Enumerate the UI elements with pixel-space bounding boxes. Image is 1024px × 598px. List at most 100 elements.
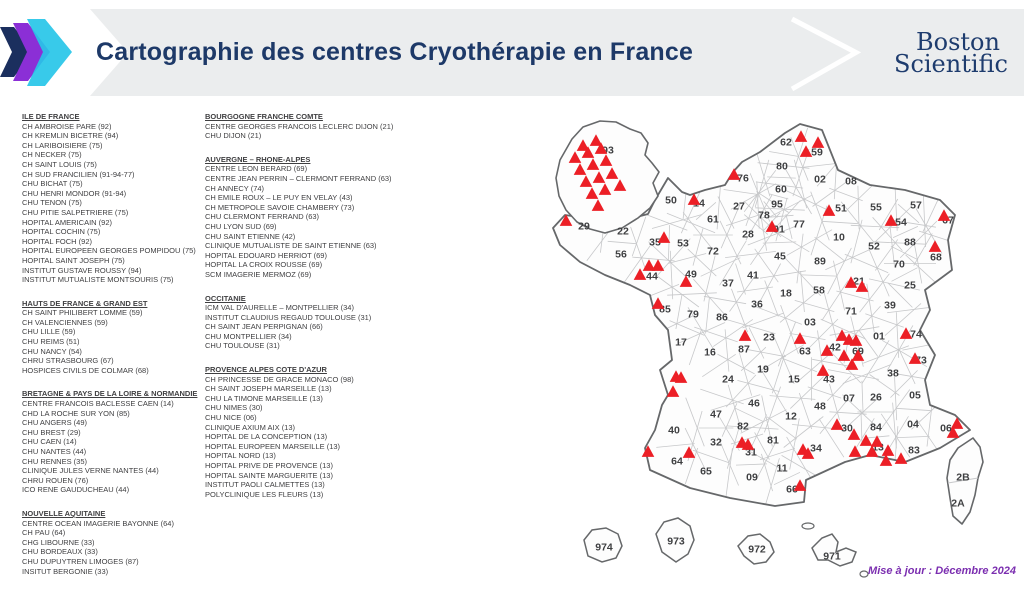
page-title: Cartographie des centres Cryothérapie en… [96, 38, 694, 66]
department-label-43: 43 [823, 374, 835, 386]
center-marker [576, 139, 590, 151]
region-column-1: ILE DE FRANCE CH AMBROISE PARE (92) CH KRE… [22, 112, 197, 590]
department-label-85: 85 [659, 304, 671, 316]
center-item: HOPITAL FOCH (92) [22, 236, 93, 246]
center-item: CHU BICHAT (75) [22, 179, 83, 189]
islet [859, 570, 869, 578]
center-marker [741, 438, 755, 450]
region-section: AUVERGNE – RHONE-ALPES CENTRE LEON BERARD… [205, 155, 393, 280]
center-item: HOPITAL EDOUARD HERRIOT (69) [205, 250, 327, 260]
center-marker [811, 136, 825, 148]
department-label-62: 62 [780, 137, 792, 149]
france-outline [552, 123, 971, 507]
department-label-60: 60 [775, 184, 787, 196]
department-label-21: 21 [853, 276, 865, 288]
department-label-971: 971 [823, 551, 841, 563]
center-item: CHU RENNES (35) [22, 456, 88, 466]
center-marker [865, 445, 879, 457]
center-item: CHU LYON SUD (69) [205, 221, 277, 231]
center-marker [847, 428, 861, 440]
center-marker [727, 168, 741, 180]
logo-line-1: Boston [916, 27, 1000, 56]
center-item: CH VALENCIENNES (59) [22, 317, 108, 327]
center-item: CENTRE OCEAN IMAGERIE BAYONNE (64) [22, 518, 174, 528]
center-item: CHU DUPUYTREN LIMOGES (87) [22, 556, 139, 566]
center-item: CHU NANCY (54) [22, 346, 82, 356]
region-title: HAUTS DE FRANCE & GRAND EST [22, 298, 148, 308]
center-item: CHG LIBOURNE (33) [22, 537, 95, 547]
center-marker [849, 334, 863, 346]
center-marker [651, 259, 665, 271]
department-label-93: 93 [602, 145, 614, 157]
department-label-55: 55 [870, 202, 882, 214]
center-item: HOPITAL AMERICAIN (92) [22, 217, 113, 227]
department-label-2B: 2B [956, 472, 970, 484]
department-label-34: 34 [810, 443, 822, 455]
center-marker [946, 426, 960, 438]
islet [801, 522, 815, 530]
center-marker [765, 220, 779, 232]
center-item: HOPITAL SAINT JOSEPH (75) [22, 255, 125, 265]
center-item: CHU NICE (06) [205, 413, 257, 423]
center-item: CHU ANGERS (49) [22, 418, 88, 428]
department-label-53: 53 [677, 238, 689, 250]
center-item: CENTRE JEAN PERRIN – CLERMONT FERRAND (6… [205, 173, 392, 183]
region-title: NOUVELLE AQUITAINE [22, 508, 106, 518]
department-label-06: 06 [940, 423, 952, 435]
department-label-95: 95 [771, 199, 783, 211]
department-label-57: 57 [910, 200, 922, 212]
center-item: CH SUD FRANCILIEN (91-94-77) [22, 169, 135, 179]
region-title: AUVERGNE – RHONE-ALPES [205, 154, 311, 164]
center-marker [666, 385, 680, 397]
region-column-2: BOURGOGNE FRANCHE COMTE CENTRE GEORGES FR… [205, 112, 393, 513]
center-marker [879, 454, 893, 466]
center-marker [844, 276, 858, 288]
center-marker [613, 179, 627, 191]
island-971 [811, 533, 857, 567]
department-label-35: 35 [649, 237, 661, 249]
region-section: BOURGOGNE FRANCHE COMTE CENTRE GEORGES FR… [205, 112, 393, 141]
center-item: CHU TOULOUSE (31) [205, 341, 280, 351]
department-label-74: 74 [910, 329, 922, 341]
center-marker [894, 452, 908, 464]
department-label-28: 28 [742, 229, 754, 241]
center-marker [641, 445, 655, 457]
center-marker [657, 231, 671, 243]
department-label-24: 24 [722, 374, 734, 386]
center-marker [605, 167, 619, 179]
center-item: ICO RENE GAUDUCHEAU (44) [22, 485, 130, 495]
department-label-2A: 2A [951, 498, 965, 510]
region-title: BOURGOGNE FRANCHE COMTE [205, 112, 323, 121]
department-label-44: 44 [646, 271, 658, 283]
center-item: HOPITAL DE LA CONCEPTION (13) [205, 432, 328, 442]
department-label-61: 61 [707, 214, 719, 226]
department-label-82: 82 [737, 421, 749, 433]
center-marker [738, 329, 752, 341]
center-marker [899, 327, 913, 339]
center-marker [881, 444, 895, 456]
center-item: CH PRINCESSE DE GRACE MONACO (98) [205, 374, 354, 384]
department-label-16: 16 [704, 347, 716, 359]
update-date-note: Mise à jour : Décembre 2024 [868, 565, 1016, 577]
center-item: CHRU STRASBOURG (67) [22, 356, 114, 366]
department-label-87: 87 [738, 344, 750, 356]
department-label-13: 13 [872, 442, 884, 454]
center-item: HOSPICES CIVILS DE COLMAR (68) [22, 365, 149, 375]
center-item: CLINIQUE AXIUM AIX (13) [205, 422, 296, 432]
center-marker [559, 214, 573, 226]
department-label-49: 49 [685, 269, 697, 281]
island-972 [737, 533, 775, 565]
department-label-07: 07 [843, 393, 855, 405]
center-item: CENTRE GEORGES FRANCOIS LECLERC DIJON (2… [205, 121, 394, 131]
department-label-11: 11 [776, 463, 787, 475]
center-item: CHU BREST (29) [22, 427, 81, 437]
department-label-36: 36 [751, 299, 763, 311]
center-marker [830, 418, 844, 430]
center-marker [884, 214, 898, 226]
department-label-30: 30 [841, 423, 853, 435]
center-marker [794, 130, 808, 142]
department-label-29: 29 [578, 221, 590, 233]
center-item: CH SAINT JOSEPH MARSEILLE (13) [205, 384, 332, 394]
department-label-56: 56 [615, 249, 627, 261]
department-label-972: 972 [748, 544, 766, 556]
